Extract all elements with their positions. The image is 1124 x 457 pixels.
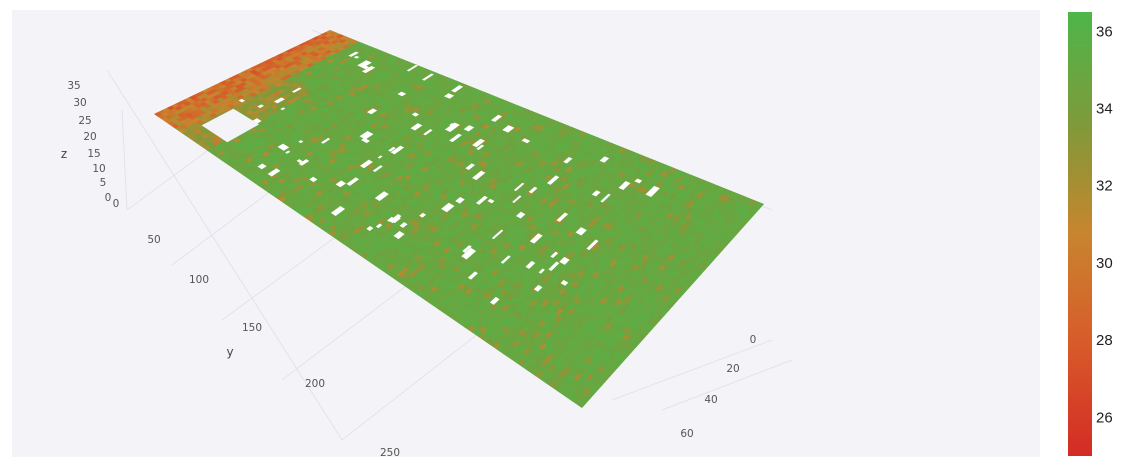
y-tick-label: 200 (305, 378, 325, 390)
y-tick-label: 150 (242, 322, 262, 334)
colorbar-tick-label: 36 (1096, 23, 1113, 40)
colorbar-tick-label: 30 (1096, 255, 1113, 272)
z-tick-label: 35 (67, 80, 80, 92)
plot-scene[interactable]: 0 5 10 15 20 25 30 35 z 0 50 100 150 200 250 y 0 20 40 60 (12, 10, 1040, 457)
z-tick-label: 25 (78, 115, 91, 127)
grid-line (106, 69, 343, 441)
y-tick-label: 50 (147, 234, 160, 246)
y-tick-label: 100 (189, 274, 209, 286)
z-axis-title: z (61, 147, 67, 161)
colorbar-tick-label: 28 (1096, 332, 1113, 349)
colorbar-gradient (1068, 12, 1092, 456)
z-tick-label: 30 (73, 97, 86, 109)
grid-line (121, 109, 128, 211)
colorbar-tick-label: 34 (1096, 101, 1113, 118)
z-tick-label: 15 (87, 148, 100, 160)
z-tick-label: 20 (83, 131, 96, 143)
colorbar: 26 28 30 32 34 36 (1068, 12, 1113, 456)
z-tick-label: 10 (92, 163, 105, 175)
x-tick-label: 0 (750, 334, 757, 346)
grid-line (661, 359, 793, 411)
colorbar-tick-label: 32 (1096, 178, 1113, 195)
x-tick-label: 60 (680, 428, 693, 440)
x-tick-label: 40 (704, 394, 717, 406)
y-axis-title: y (226, 345, 233, 359)
colorbar-tick-label: 26 (1096, 409, 1113, 426)
y-tick-label: 0 (113, 198, 120, 210)
y-tick-label: 250 (380, 447, 400, 457)
colorbar-ticks: 26 28 30 32 34 36 (1096, 23, 1113, 426)
z-tick-label: 0 (105, 192, 112, 204)
z-tick-label: 5 (100, 177, 107, 189)
grid-line (611, 339, 773, 401)
x-tick-label: 20 (726, 363, 739, 375)
